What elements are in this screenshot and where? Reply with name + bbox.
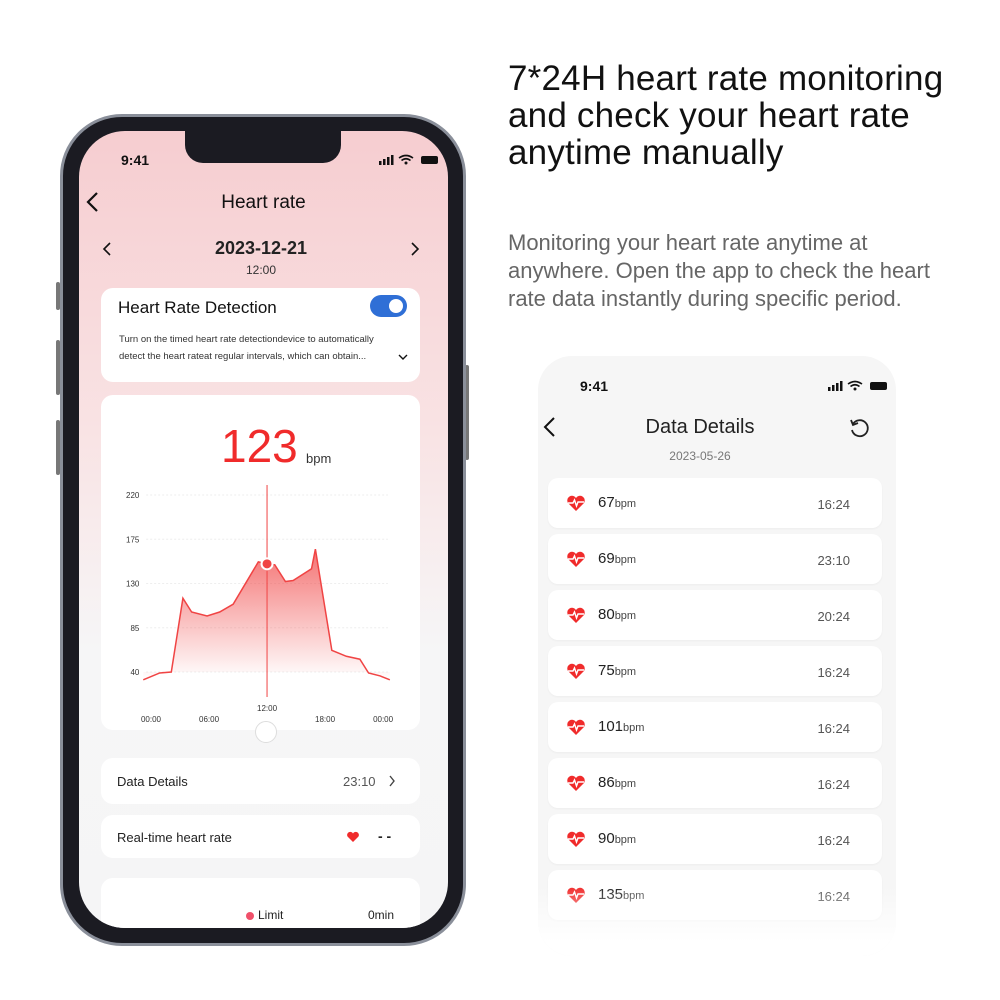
refresh-icon[interactable] xyxy=(848,417,870,439)
heart-pulse-icon xyxy=(567,719,585,735)
selected-point[interactable] xyxy=(260,557,274,571)
current-unit: bpm xyxy=(306,451,332,466)
y-tick-label: 220 xyxy=(126,491,140,500)
y-tick-label: 130 xyxy=(126,580,140,589)
record-value: 90bpm xyxy=(598,830,637,847)
realtime-row[interactable]: Real-time heart rate - - xyxy=(101,815,420,858)
record-row[interactable]: 90bpm 16:24 xyxy=(548,814,882,864)
record-row[interactable]: 67bpm 16:24 xyxy=(548,478,882,528)
record-value: 86bpm xyxy=(598,774,637,791)
data-details-value: 23:10 xyxy=(343,774,376,789)
data-details-screen: 9:41 Data Details 2023-05-26 67bpm 16:24 6… xyxy=(538,356,896,956)
x-tick-label: 00:00 xyxy=(141,715,162,724)
record-row[interactable]: 86bpm 16:24 xyxy=(548,758,882,808)
marketing-subtext: Monitoring your heart rate anytime at an… xyxy=(508,230,930,311)
chart-handle[interactable] xyxy=(255,721,277,743)
record-value: 67bpm xyxy=(598,494,637,511)
back-icon[interactable] xyxy=(85,191,101,213)
limit-dot xyxy=(246,912,254,920)
chevron-right-icon xyxy=(389,775,395,787)
detection-card: Heart Rate Detection Turn on the timed h… xyxy=(101,288,420,382)
expand-icon[interactable] xyxy=(398,353,408,361)
x-tick-label: 18:00 xyxy=(315,715,336,724)
heart-icon xyxy=(347,831,359,842)
phone-button xyxy=(465,365,469,460)
limit-label: Limit xyxy=(258,908,284,922)
x-tick-label: 00:00 xyxy=(373,715,394,724)
detection-title: Heart Rate Detection xyxy=(118,298,277,317)
detection-description-2: detect the heart rateat regular interval… xyxy=(119,351,367,362)
phone-button xyxy=(56,420,60,475)
record-time: 23:10 xyxy=(817,553,850,568)
next-date-icon[interactable] xyxy=(409,241,421,257)
heart-pulse-icon xyxy=(567,775,585,791)
heart-pulse-icon xyxy=(567,663,585,679)
heart-pulse-icon xyxy=(567,551,585,567)
detection-description-1: Turn on the timed heart rate detectionde… xyxy=(119,334,374,345)
y-tick-label: 85 xyxy=(130,624,139,633)
notch xyxy=(185,131,341,163)
heart-rate-line xyxy=(142,548,391,681)
record-time: 20:24 xyxy=(817,609,850,624)
current-heart-rate: 123 xyxy=(221,420,298,472)
back-icon[interactable] xyxy=(542,416,558,438)
x-tick-label: 06:00 xyxy=(199,715,220,724)
page-title: Data Details xyxy=(645,416,755,438)
record-time: 16:24 xyxy=(817,777,850,792)
status-time: 9:41 xyxy=(580,378,609,394)
limit-value: 0min xyxy=(368,908,395,922)
record-row[interactable]: 75bpm 16:24 xyxy=(548,646,882,696)
date-label: 2023-05-26 xyxy=(669,449,731,463)
record-value: 80bpm xyxy=(598,606,637,623)
phone-button xyxy=(56,282,60,310)
record-time: 16:24 xyxy=(817,833,850,848)
status-icons xyxy=(379,154,438,165)
realtime-label: Real-time heart rate xyxy=(117,830,232,845)
selected-x-label: 12:00 xyxy=(257,704,278,713)
y-tick-label: 175 xyxy=(126,535,140,544)
record-value: 69bpm xyxy=(598,550,637,567)
fade-overlay xyxy=(538,886,896,956)
record-row[interactable]: 101bpm 16:24 xyxy=(548,702,882,752)
record-row[interactable]: 69bpm 23:10 xyxy=(548,534,882,584)
limit-card: Limit 0min xyxy=(101,878,420,928)
heart-pulse-icon xyxy=(567,495,585,511)
y-tick-label: 40 xyxy=(130,668,139,677)
record-time: 16:24 xyxy=(817,497,850,512)
heart-rate-chart[interactable]: 220 175 130 85 40 00:00 06:00 18:00 00:00 12:00 xyxy=(79,131,448,751)
heart-pulse-icon xyxy=(567,831,585,847)
page-title: Heart rate xyxy=(221,192,306,213)
time-label: 12:00 xyxy=(245,263,277,277)
record-time: 16:24 xyxy=(817,721,850,736)
detection-toggle[interactable] xyxy=(370,295,407,317)
marketing-headline: 7*24H heart rate monitoring and check yo… xyxy=(508,59,944,172)
prev-date-icon[interactable] xyxy=(101,241,113,257)
phone-button xyxy=(56,340,60,395)
status-icons xyxy=(828,380,887,391)
heart-rate-screen: 9:41 Heart rate 2023-12-21 12:00 Heart R… xyxy=(79,131,448,928)
record-value: 75bpm xyxy=(598,662,637,679)
realtime-value: - - xyxy=(378,828,392,844)
record-row[interactable]: 80bpm 20:24 xyxy=(548,590,882,640)
status-time: 9:41 xyxy=(121,152,150,168)
data-details-row[interactable]: Data Details 23:10 xyxy=(101,758,420,804)
record-time: 16:24 xyxy=(817,665,850,680)
heart-pulse-icon xyxy=(567,607,585,623)
data-details-label: Data Details xyxy=(117,774,188,789)
date-label: 2023-12-21 xyxy=(214,238,308,258)
record-value: 101bpm xyxy=(598,718,645,735)
